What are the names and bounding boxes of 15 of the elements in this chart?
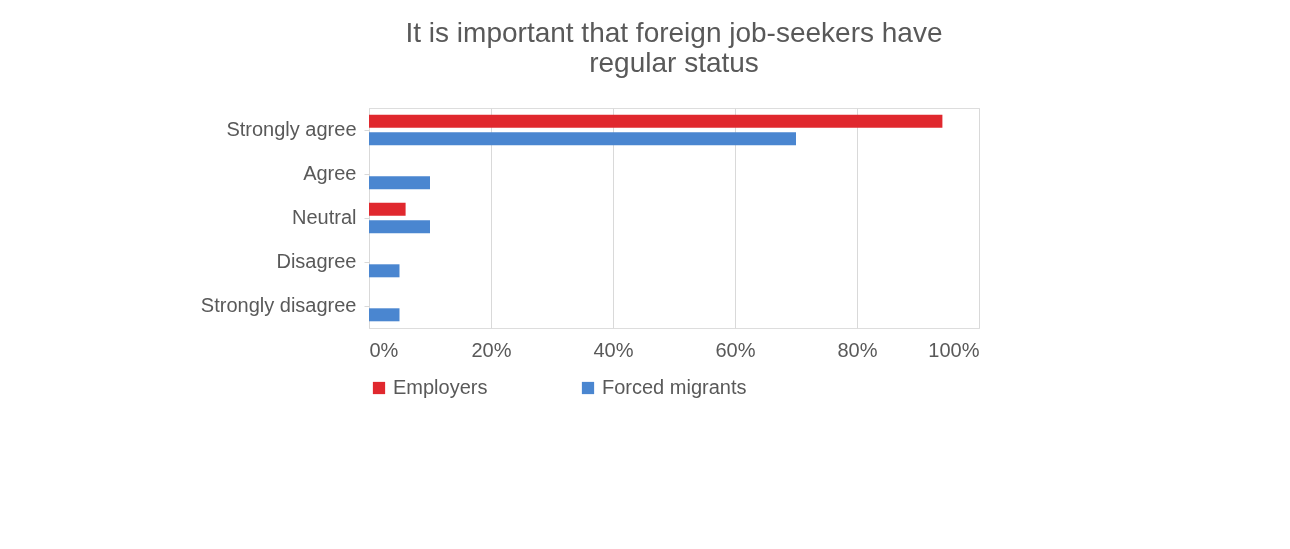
x-tick-label: 100% bbox=[928, 338, 980, 361]
x-tick-label: 0% bbox=[369, 338, 399, 361]
y-tick-label: Neutral bbox=[292, 206, 357, 228]
y-tick-label: Strongly disagree bbox=[200, 294, 357, 316]
text: It is important that foreign job-seekers have bbox=[405, 17, 943, 48]
y-tick-label: Disagree bbox=[276, 250, 357, 272]
x-tick-label: 80% bbox=[837, 338, 878, 361]
x-tick-label: 20% bbox=[471, 338, 512, 361]
legend-label: Employers bbox=[393, 376, 488, 398]
x-tick-label: 40% bbox=[593, 338, 634, 361]
legend-label: Forced migrants bbox=[602, 376, 747, 398]
text: regular status bbox=[589, 47, 759, 78]
y-tick-label: Agree bbox=[303, 162, 357, 184]
y-tick-label: Strongly agree bbox=[226, 118, 357, 140]
x-tick-label: 60% bbox=[715, 338, 756, 361]
